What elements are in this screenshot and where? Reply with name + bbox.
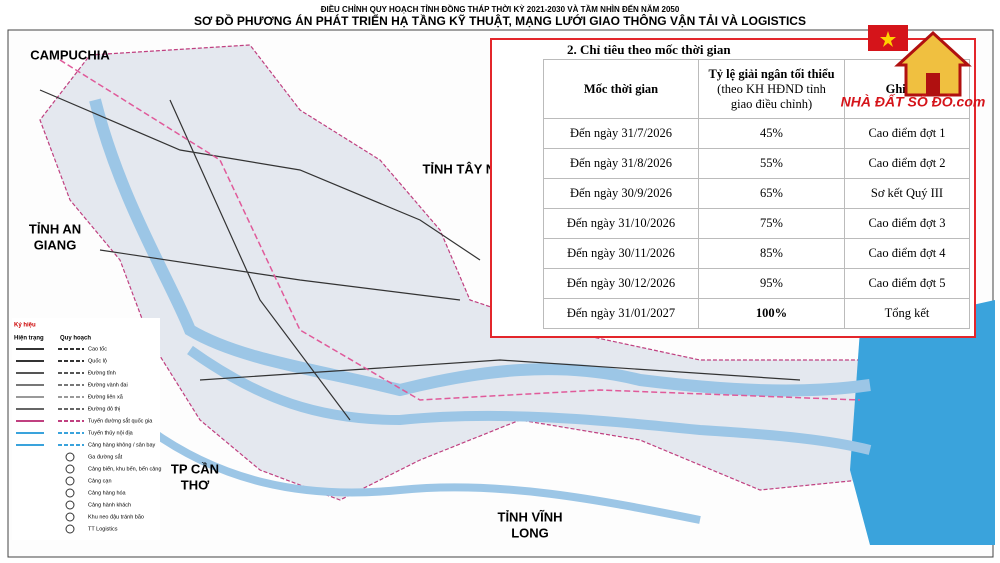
legend-item: Cảng hàng hóa bbox=[88, 490, 127, 496]
table-cell: Cao điểm đợt 3 bbox=[844, 208, 970, 239]
column-header: Mốc thời gian bbox=[543, 59, 699, 119]
table-cell: Đến ngày 30/11/2026 bbox=[543, 238, 699, 269]
legend-item: Cảng cạn bbox=[88, 478, 112, 484]
road bbox=[39, 89, 801, 421]
legend-item: Ga đường sắt bbox=[88, 453, 123, 460]
legend-item: Đường tỉnh bbox=[88, 369, 116, 376]
table-cell: 85% bbox=[698, 238, 845, 269]
table-row: Đến ngày 30/12/2026 95% Cao điểm đợt 5 bbox=[543, 268, 970, 299]
legend-symbol bbox=[65, 464, 75, 474]
legend-item: Cảng biển, khu bến, bến cảng bbox=[88, 465, 161, 472]
table-cell: 65% bbox=[698, 178, 845, 209]
legend-item: Tuyến đường sắt quốc gia bbox=[88, 417, 153, 424]
table-cell: 55% bbox=[698, 148, 845, 179]
legend-item: Đường liên xã bbox=[88, 394, 124, 400]
map-label: TỈNH AN bbox=[29, 221, 81, 236]
title-line-1: ĐIỀU CHỈNH QUY HOẠCH TỈNH ĐỒNG THÁP THỜI… bbox=[321, 4, 680, 14]
map-label: TP CẦN bbox=[171, 461, 219, 476]
table-heading: 2. Chỉ tiêu theo mốc thời gian bbox=[567, 42, 731, 57]
table-row: Đến ngày 30/9/2026 65% Sơ kết Quý III bbox=[543, 178, 970, 209]
legend-symbol bbox=[65, 452, 75, 462]
planned-road bbox=[59, 59, 861, 401]
map-label: TỈNH VĨNH bbox=[498, 509, 563, 524]
map-label: THƠ bbox=[181, 477, 210, 492]
legend-item: Cảng hành khách bbox=[88, 502, 131, 508]
table-cell: Sơ kết Quý III bbox=[844, 178, 970, 209]
map-label: CAMPUCHIA bbox=[30, 47, 110, 62]
sea bbox=[850, 300, 995, 545]
door bbox=[926, 73, 940, 95]
map-label: LONG bbox=[511, 525, 549, 540]
table-cell: 75% bbox=[698, 208, 845, 239]
table-cell: 100% bbox=[698, 298, 845, 329]
table-cell: Cao điểm đợt 5 bbox=[844, 268, 970, 299]
legend-symbol bbox=[65, 500, 75, 510]
legend-item: TT Logistics bbox=[88, 526, 118, 532]
table-cell: Đến ngày 31/01/2027 bbox=[543, 298, 699, 329]
legend-item: Tuyến thủy nội địa bbox=[88, 429, 134, 436]
target-table: 2. Chỉ tiêu theo mốc thời gian Mốc thời … bbox=[490, 38, 976, 338]
table-cell: Đến ngày 30/12/2026 bbox=[543, 268, 699, 299]
legend-planned: Quy hoạch bbox=[60, 336, 91, 342]
house bbox=[894, 30, 972, 97]
legend-title: Ký hiệu bbox=[14, 323, 36, 329]
column-header: Tỷ lệ giải ngân tối thiểu bbox=[708, 66, 835, 81]
table-cell: Đến ngày 31/8/2026 bbox=[543, 148, 699, 179]
table-cell: Cao điểm đợt 1 bbox=[844, 118, 970, 149]
map-label: GIANG bbox=[34, 237, 77, 252]
river bbox=[147, 426, 701, 524]
table-cell: 45% bbox=[698, 118, 845, 149]
table: Mốc thời gian Tỷ lệ giải ngân tối thiểu(… bbox=[543, 59, 970, 329]
table-row: Đến ngày 31/8/2026 55% Cao điểm đợt 2 bbox=[543, 148, 970, 179]
table-cell: Đến ngày 30/9/2026 bbox=[543, 178, 699, 209]
legend-item: Cao tốc bbox=[88, 346, 107, 352]
table-cell: Tổng kết bbox=[844, 298, 970, 329]
legend-symbol bbox=[65, 512, 75, 522]
logo: NHÀ ĐẤT SỔ ĐỎ.com bbox=[841, 25, 986, 110]
legend-symbol bbox=[65, 476, 75, 486]
legend-symbol bbox=[65, 524, 75, 534]
legend-symbol bbox=[65, 488, 75, 498]
legend-item: Khu neo đậu tránh bão bbox=[88, 514, 144, 520]
table-cell: Cao điểm đợt 2 bbox=[844, 148, 970, 179]
legend-box bbox=[12, 318, 160, 540]
table-row: Đến ngày 30/11/2026 85% Cao điểm đợt 4 bbox=[543, 238, 970, 269]
table-row: Đến ngày 31/7/2026 45% Cao điểm đợt 1 bbox=[543, 118, 970, 149]
legend-item: Quốc lộ bbox=[88, 358, 107, 364]
legend-item: Đường vành đai bbox=[88, 382, 128, 388]
legend-item: Cảng hàng không / sân bay bbox=[88, 442, 156, 448]
title-line-2: SƠ ĐỒ PHƯƠNG ÁN PHÁT TRIỂN HẠ TẦNG KỸ TH… bbox=[194, 13, 806, 28]
legend-item: Đường đô thị bbox=[88, 406, 120, 412]
river bbox=[89, 98, 871, 397]
table-cell: Cao điểm đợt 4 bbox=[844, 238, 970, 269]
column-header-note: (theo KH HĐND tỉnh giao điều chỉnh) bbox=[717, 81, 826, 111]
logo-text: NHÀ ĐẤT SỔ ĐỎ.com bbox=[841, 93, 986, 110]
table-cell: 95% bbox=[698, 268, 845, 299]
legend-current: Hiện trạng bbox=[14, 336, 44, 342]
column-header: Tỷ lệ giải ngân tối thiểu (theo KH HĐND t… bbox=[698, 59, 845, 119]
table-cell: Đến ngày 31/7/2026 bbox=[543, 118, 699, 149]
table-cell: Đến ngày 31/10/2026 bbox=[543, 208, 699, 239]
river bbox=[187, 345, 872, 455]
table-row: Đến ngày 31/01/2027 100% Tổng kết bbox=[543, 298, 970, 329]
table-row: Đến ngày 31/10/2026 75% Cao điểm đợt 3 bbox=[543, 208, 970, 239]
star bbox=[880, 31, 896, 47]
